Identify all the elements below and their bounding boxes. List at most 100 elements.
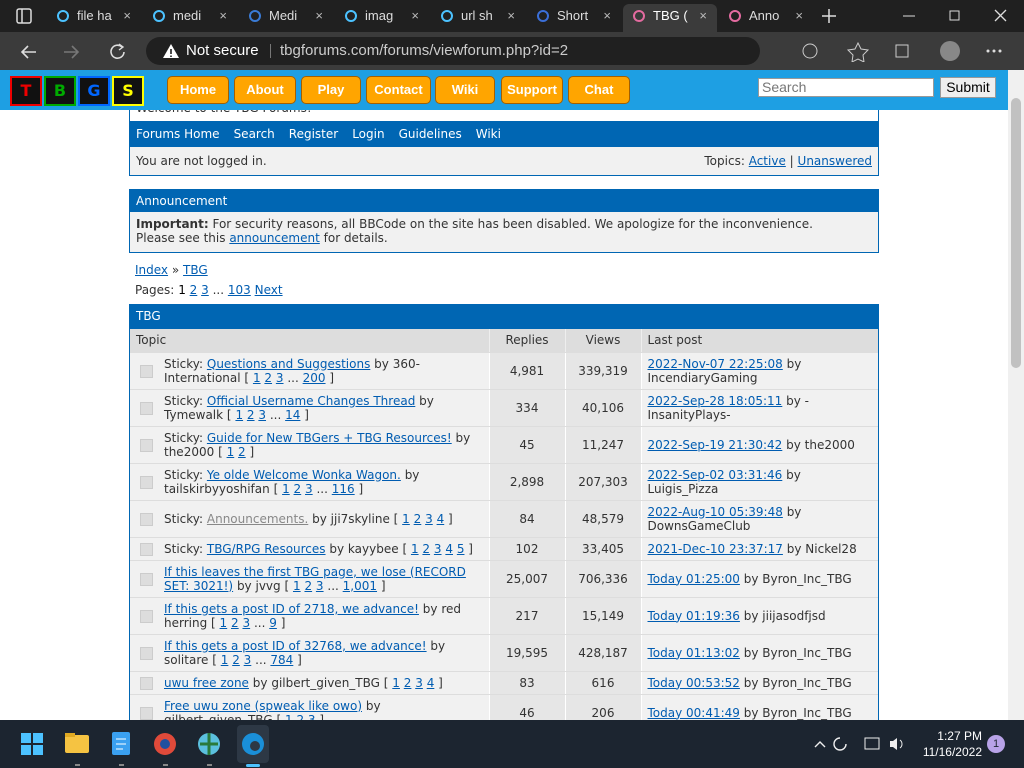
topic-page[interactable]: 4 [426, 675, 435, 690]
topic-link[interactable]: TBG/RPG Resources [206, 541, 326, 556]
last-post-link[interactable]: Today 01:25:00 [647, 571, 740, 586]
topic-page[interactable]: 3 [305, 481, 313, 496]
topic-page[interactable]: 116 [331, 481, 355, 496]
last-post-link[interactable]: 2022-Sep-28 18:05:11 [647, 393, 783, 408]
topic-link[interactable]: Ye olde Welcome Wonka Wagon. [206, 467, 401, 482]
submit-button[interactable]: Submit [940, 77, 996, 98]
last-post-link[interactable]: Today 01:19:36 [647, 608, 740, 623]
window-menu[interactable] [16, 8, 32, 24]
forum-nav-link[interactable]: Register [288, 127, 339, 141]
nav-button[interactable]: Support [501, 76, 563, 104]
scrollbar[interactable] [1008, 70, 1024, 720]
page-link[interactable]: 3 [201, 283, 209, 297]
topic-page[interactable]: 2 [422, 541, 431, 556]
page-link[interactable]: 2 [189, 283, 198, 297]
topic-link[interactable]: Announcements. [206, 511, 309, 526]
forum-nav-link[interactable]: Wiki [475, 127, 501, 141]
topic-page[interactable]: 2 [238, 444, 246, 459]
nav-button[interactable]: Wiki [435, 76, 495, 104]
nav-button[interactable]: About [234, 76, 296, 104]
topic-page[interactable]: 784 [270, 652, 294, 667]
forum-nav-link[interactable]: Forums Home [136, 127, 220, 141]
tab[interactable]: TBG (× [623, 4, 717, 32]
search-input[interactable]: Search [758, 78, 934, 97]
topic-page[interactable]: 2 [304, 578, 313, 593]
topic-link[interactable]: Questions and Suggestions [206, 356, 371, 371]
forum-nav-link[interactable]: Guidelines [398, 127, 462, 141]
topic-page[interactable]: 5 [456, 541, 465, 556]
tab[interactable]: imag × [335, 4, 429, 32]
topic-page[interactable]: 1 [392, 675, 400, 690]
nav-buttons[interactable] [18, 42, 138, 62]
last-post-link[interactable]: Today 00:53:52 [647, 675, 740, 690]
topic-page[interactable]: 1 [292, 578, 301, 593]
tab-close[interactable]: × [315, 8, 323, 23]
topic-link[interactable]: If this gets a post ID of 32768, we adva… [164, 638, 427, 653]
forum-link[interactable]: TBG [183, 263, 208, 277]
topic-page[interactable]: 2 [246, 407, 255, 422]
topic-link[interactable]: Guide for New TBGers + TBG Resources! [206, 430, 452, 445]
nav-button[interactable]: Chat [568, 76, 630, 104]
topic-page[interactable]: 3 [307, 712, 316, 721]
tab[interactable]: Short × [527, 4, 621, 32]
topic-page[interactable]: 2 [231, 615, 239, 630]
topic-page[interactable]: 1 [282, 481, 290, 496]
tab-close[interactable]: × [603, 8, 611, 23]
topic-page[interactable]: 3 [433, 541, 442, 556]
tab-close[interactable]: × [795, 8, 803, 23]
topic-page[interactable]: 1,001 [342, 578, 378, 593]
topic-link[interactable]: Free uwu zone (spweak like owo) [164, 698, 362, 713]
last-post-link[interactable]: Today 01:13:02 [647, 645, 740, 660]
tab-close[interactable]: × [411, 8, 419, 23]
topic-page[interactable]: 3 [315, 578, 324, 593]
topic-page[interactable]: 200 [302, 370, 326, 385]
page-link[interactable]: 103 [227, 283, 251, 297]
announcement-link[interactable]: announcement [229, 231, 320, 245]
notification-badge[interactable]: 1 [987, 735, 1005, 753]
tab[interactable]: file ha × [47, 4, 141, 32]
next-link[interactable]: Next [254, 283, 283, 297]
topic-page[interactable]: 9 [269, 615, 277, 630]
unanswered-link[interactable]: Unanswered [797, 154, 872, 168]
last-post-link[interactable]: 2022-Sep-02 03:31:46 [647, 467, 783, 482]
topic-page[interactable]: 1 [219, 615, 228, 630]
tab[interactable]: medi × [143, 4, 237, 32]
index-link[interactable]: Index [135, 263, 169, 277]
topic-page[interactable]: 2 [403, 675, 412, 690]
topic-page[interactable]: 1 [410, 541, 419, 556]
topic-page[interactable]: 1 [235, 407, 244, 422]
nav-button[interactable]: Home [167, 76, 229, 104]
url-field[interactable]: Not secure tbgforums.com/forums/viewforu… [146, 37, 760, 65]
tab[interactable]: Anno × [719, 4, 813, 32]
topic-page[interactable]: 1 [284, 712, 293, 721]
topic-page[interactable]: 3 [258, 407, 267, 422]
topic-page[interactable]: 2 [413, 511, 422, 526]
topic-link[interactable]: uwu free zone [164, 675, 249, 690]
topic-page[interactable]: 2 [264, 370, 273, 385]
forum-nav-link[interactable]: Login [352, 127, 385, 141]
topic-page[interactable]: 1 [402, 511, 410, 526]
nav-button[interactable]: Contact [366, 76, 431, 104]
tab-close[interactable]: × [507, 8, 515, 23]
topic-page[interactable]: 1 [252, 370, 261, 385]
topic-link[interactable]: If this leaves the first TBG page, we lo… [164, 564, 466, 593]
topic-link[interactable]: If this gets a post ID of 2718, we advan… [164, 601, 419, 616]
topic-page[interactable]: 1 [226, 444, 235, 459]
topic-page[interactable]: 2 [296, 712, 305, 721]
tab-close[interactable]: × [123, 8, 131, 23]
active-link[interactable]: Active [748, 154, 786, 168]
tab[interactable]: Medi × [239, 4, 333, 32]
scroll-thumb[interactable] [1011, 98, 1021, 368]
topic-page[interactable]: 2 [232, 652, 240, 667]
topic-page[interactable]: 1 [220, 652, 229, 667]
topic-link[interactable]: Official Username Changes Thread [206, 393, 416, 408]
forum-nav-link[interactable]: Search [233, 127, 275, 141]
topic-page[interactable]: 2 [293, 481, 302, 496]
window-controls[interactable] [900, 8, 1020, 24]
last-post-link[interactable]: 2022-Aug-10 05:39:48 [647, 504, 783, 519]
topic-page[interactable]: 3 [425, 511, 433, 526]
new-tab[interactable] [820, 7, 838, 25]
toolbar-icons[interactable] [770, 40, 1010, 62]
topic-page[interactable]: 3 [415, 675, 423, 690]
last-post-link[interactable]: 2022-Nov-07 22:25:08 [647, 356, 783, 371]
